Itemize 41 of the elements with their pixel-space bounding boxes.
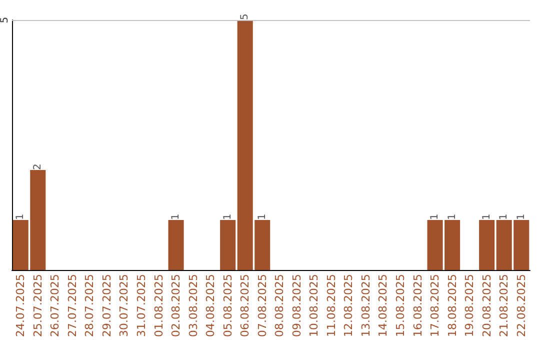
x-tick-label: 07.08.2025 bbox=[256, 274, 269, 337]
x-tick-label: 31.07.2025 bbox=[135, 274, 148, 337]
x-tick-label: 20.08.2025 bbox=[480, 274, 494, 337]
x-tick-label: 06.08.2025 bbox=[238, 274, 252, 337]
x-tick-label: 25.07.2025 bbox=[31, 274, 44, 337]
x-tick-label: 01.08.2025 bbox=[152, 274, 166, 337]
x-tick-label: 16.08.2025 bbox=[411, 274, 424, 337]
x-tick-label: 19.08.2025 bbox=[463, 274, 476, 337]
data-label: 1 bbox=[222, 214, 234, 220]
data-label: 1 bbox=[256, 214, 268, 220]
x-tick-label: 10.08.2025 bbox=[308, 274, 321, 337]
x-tick-label: 30.07.2025 bbox=[118, 274, 131, 337]
data-label: 1 bbox=[446, 214, 458, 220]
data-label: 1 bbox=[481, 214, 492, 220]
x-tick-label: 13.08.2025 bbox=[359, 274, 372, 337]
data-label: 1 bbox=[498, 214, 510, 220]
data-label: 1 bbox=[430, 214, 441, 220]
x-tick-label: 29.07.2025 bbox=[100, 274, 114, 337]
x-tick-label: 18.08.2025 bbox=[446, 274, 459, 337]
x-tick-label: 02.08.2025 bbox=[170, 274, 183, 337]
x-tick-label: 05.08.2025 bbox=[221, 274, 234, 337]
x-tick-label: 26.07.2025 bbox=[48, 274, 62, 337]
x-tick-label: 14.08.2025 bbox=[376, 274, 390, 337]
x-tick-label: 03.08.2025 bbox=[186, 274, 200, 337]
data-label: 1 bbox=[15, 214, 26, 220]
data-label: 1 bbox=[516, 214, 527, 220]
x-tick-label: 08.08.2025 bbox=[273, 274, 286, 337]
data-label: 5 bbox=[240, 14, 251, 20]
x-tick-label: 04.08.2025 bbox=[204, 274, 218, 337]
data-label: 1 bbox=[170, 214, 182, 220]
x-tick-label: 11.08.2025 bbox=[324, 274, 338, 337]
x-tick-label: 12.08.2025 bbox=[342, 274, 356, 337]
data-label: 2 bbox=[32, 164, 44, 170]
x-tick-label: 22.08.2025 bbox=[514, 274, 528, 337]
x-tick-label: 27.07.2025 bbox=[66, 274, 79, 337]
x-tick-label: 17.08.2025 bbox=[428, 274, 442, 337]
x-tick-label: 15.08.2025 bbox=[394, 274, 407, 337]
x-tick-label: 09.08.2025 bbox=[290, 274, 304, 337]
x-tick-label: 28.07.2025 bbox=[83, 274, 96, 337]
x-tick-label: 24.07.2025 bbox=[14, 274, 28, 337]
x-tick-label: 21.08.2025 bbox=[498, 274, 511, 337]
